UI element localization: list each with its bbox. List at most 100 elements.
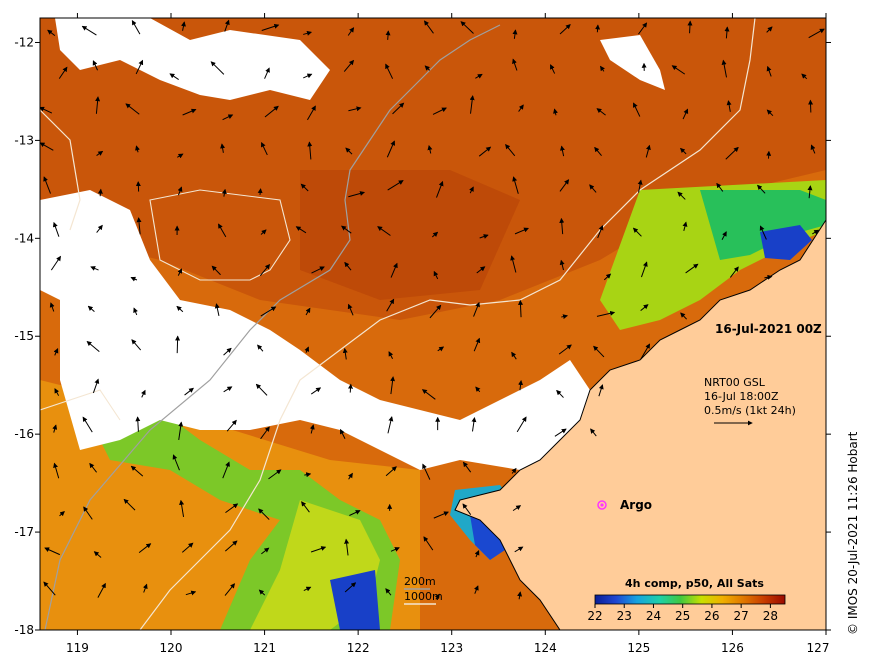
current-vector xyxy=(390,376,396,395)
current-vector xyxy=(687,20,693,34)
current-vector xyxy=(141,389,146,398)
current-vector xyxy=(589,184,597,193)
current-vector xyxy=(295,226,307,234)
current-vector xyxy=(260,426,270,440)
current-vector xyxy=(812,229,820,235)
current-vector xyxy=(92,60,99,71)
current-vector xyxy=(462,503,472,515)
current-vector xyxy=(220,143,226,153)
current-vector xyxy=(221,188,227,197)
coastline xyxy=(454,219,826,630)
current-vector xyxy=(301,501,310,513)
current-vector xyxy=(89,462,97,473)
current-vector xyxy=(517,299,523,318)
current-vector xyxy=(131,339,142,351)
isobath-1000m xyxy=(139,18,756,630)
current-vector xyxy=(474,585,479,594)
current-vector xyxy=(49,302,55,312)
current-source-label: NRT00 GSL xyxy=(704,376,766,389)
current-vector xyxy=(222,114,234,121)
current-vector xyxy=(422,463,431,480)
current-vector xyxy=(82,416,93,433)
current-vector xyxy=(344,261,352,271)
current-vector xyxy=(179,499,185,518)
isobath-200m xyxy=(44,24,501,630)
current-vector xyxy=(385,30,391,40)
current-time-label: 16-Jul 18:00Z xyxy=(704,390,779,403)
current-vector xyxy=(50,255,61,271)
current-vector xyxy=(437,346,445,352)
cloud-mask-north xyxy=(55,18,330,100)
current-vector xyxy=(757,184,766,194)
current-vector xyxy=(766,26,773,33)
current-vector xyxy=(347,27,355,36)
current-vector xyxy=(260,306,277,317)
current-vector xyxy=(460,21,474,34)
isobath-1000-label: 1000m xyxy=(404,590,443,603)
current-vector xyxy=(436,180,444,198)
colorbar-tick-label: 24 xyxy=(646,609,661,623)
current-vector xyxy=(510,255,517,273)
isobath-200-label: 200m xyxy=(404,575,436,588)
lon-tick-label: 122 xyxy=(347,641,370,655)
current-vector xyxy=(594,146,602,156)
current-vector xyxy=(512,505,522,512)
current-vector xyxy=(801,73,808,80)
current-vector xyxy=(550,64,556,74)
current-vector xyxy=(517,591,523,600)
lon-tick-label: 119 xyxy=(66,641,89,655)
current-vector xyxy=(478,146,492,157)
current-vector xyxy=(511,351,517,360)
current-vector xyxy=(348,383,353,393)
colorbar-gradient xyxy=(594,594,786,605)
current-vector xyxy=(558,344,572,355)
current-vector xyxy=(309,424,315,434)
current-vector xyxy=(225,503,239,514)
current-vector xyxy=(59,511,65,517)
current-vector xyxy=(138,543,152,554)
current-vector xyxy=(766,109,774,117)
current-vector xyxy=(268,469,282,480)
current-vector xyxy=(469,95,475,114)
current-vector xyxy=(307,105,316,121)
current-vector xyxy=(559,259,565,271)
current-vector xyxy=(348,191,366,198)
current-vector xyxy=(342,347,348,360)
current-vector xyxy=(469,186,474,194)
vector-scale-label: 0.5m/s (1kt 24h) xyxy=(704,404,796,417)
current-vector xyxy=(724,26,730,39)
current-vector xyxy=(43,176,51,194)
current-vector xyxy=(512,58,518,71)
current-vector xyxy=(257,188,263,195)
current-vector xyxy=(178,421,184,440)
current-vector xyxy=(474,550,480,558)
current-vector xyxy=(518,379,524,391)
current-vector xyxy=(303,30,313,36)
current-vector xyxy=(305,307,311,316)
current-vector xyxy=(177,153,184,159)
current-vector xyxy=(516,416,527,433)
current-vector xyxy=(264,105,279,118)
credit-label: © IMOS 20-Jul-2021 11:26 Hobart xyxy=(846,431,860,635)
current-vector xyxy=(58,66,68,79)
current-vector xyxy=(181,542,194,553)
current-vector xyxy=(810,144,816,154)
current-vector xyxy=(142,583,148,593)
current-vector xyxy=(53,462,60,479)
current-vector xyxy=(595,24,601,33)
current-vector xyxy=(218,223,227,238)
current-vector xyxy=(210,61,225,75)
current-vector xyxy=(590,428,597,437)
current-vector xyxy=(344,538,350,556)
lat-tick-label: -12 xyxy=(14,35,34,49)
current-vector xyxy=(475,386,481,393)
current-vector xyxy=(347,303,354,316)
current-vector xyxy=(96,224,103,233)
current-vector xyxy=(433,270,439,280)
current-vector xyxy=(387,416,394,434)
current-vector xyxy=(261,547,270,555)
longitude-axis: 119 120 121 122 123 124 125 126 127 xyxy=(66,13,829,655)
current-vector xyxy=(44,547,61,556)
current-vector xyxy=(95,96,101,114)
current-vector xyxy=(511,467,517,474)
